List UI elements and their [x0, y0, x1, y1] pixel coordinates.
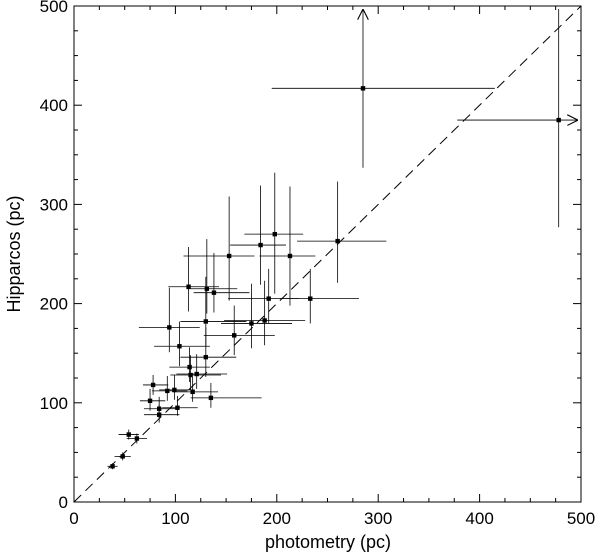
- data-point: [188, 372, 193, 378]
- data-point: [120, 454, 125, 459]
- data-point: [187, 364, 192, 370]
- data-point: [150, 382, 156, 388]
- data-point: [156, 412, 162, 417]
- data-point: [266, 296, 271, 301]
- x-tick-label: 0: [69, 509, 78, 528]
- y-tick-label: 400: [40, 96, 68, 115]
- data-point: [167, 325, 172, 330]
- x-tick-label: 500: [567, 509, 595, 528]
- data-point: [211, 290, 217, 295]
- axis-tick-labels: 0 100 200 300 400 500 0 100 200 300 400 500: [40, 0, 596, 528]
- data-point: [208, 395, 214, 401]
- data-point: [156, 406, 162, 411]
- data-point: [249, 321, 254, 326]
- data-point: [308, 296, 313, 301]
- one-to-one-reference-line: [73, 5, 582, 503]
- x-axis-label: photometry (pc): [265, 532, 391, 552]
- x-tick-label: 100: [161, 509, 189, 528]
- data-point: [287, 253, 293, 259]
- data-point: [134, 436, 140, 441]
- y-axis-label: Hipparcos (pc): [4, 195, 24, 312]
- data-point: [226, 253, 232, 259]
- x-tick-label: 300: [364, 509, 392, 528]
- y-tick-label: 200: [40, 295, 68, 314]
- data-point: [110, 464, 115, 469]
- data-point: [204, 286, 210, 291]
- data-point: [177, 344, 182, 349]
- data-point: [186, 284, 191, 289]
- data-point: [175, 405, 180, 410]
- axis-ticks: [73, 5, 582, 503]
- x-tick-label: 200: [263, 509, 291, 528]
- data-point: [190, 389, 195, 395]
- data-point: [194, 371, 199, 377]
- y-tick-label: 300: [40, 195, 68, 214]
- data-point: [232, 333, 237, 338]
- data-point: [272, 231, 277, 237]
- error-bars: [107, 8, 578, 470]
- data-point: [258, 242, 263, 248]
- data-point: [262, 318, 267, 323]
- data-point: [203, 354, 209, 360]
- data-point: [360, 86, 366, 91]
- data-point: [126, 432, 131, 437]
- data-point: [147, 398, 153, 404]
- data-points: [110, 86, 561, 469]
- data-point: [335, 238, 340, 244]
- data-point: [172, 387, 177, 393]
- y-tick-label: 500: [40, 0, 68, 16]
- data-point: [165, 388, 170, 394]
- x-tick-label: 400: [465, 509, 493, 528]
- data-point: [203, 319, 209, 324]
- data-point: [556, 117, 561, 123]
- y-tick-label: 0: [59, 493, 68, 512]
- y-tick-label: 100: [40, 394, 68, 413]
